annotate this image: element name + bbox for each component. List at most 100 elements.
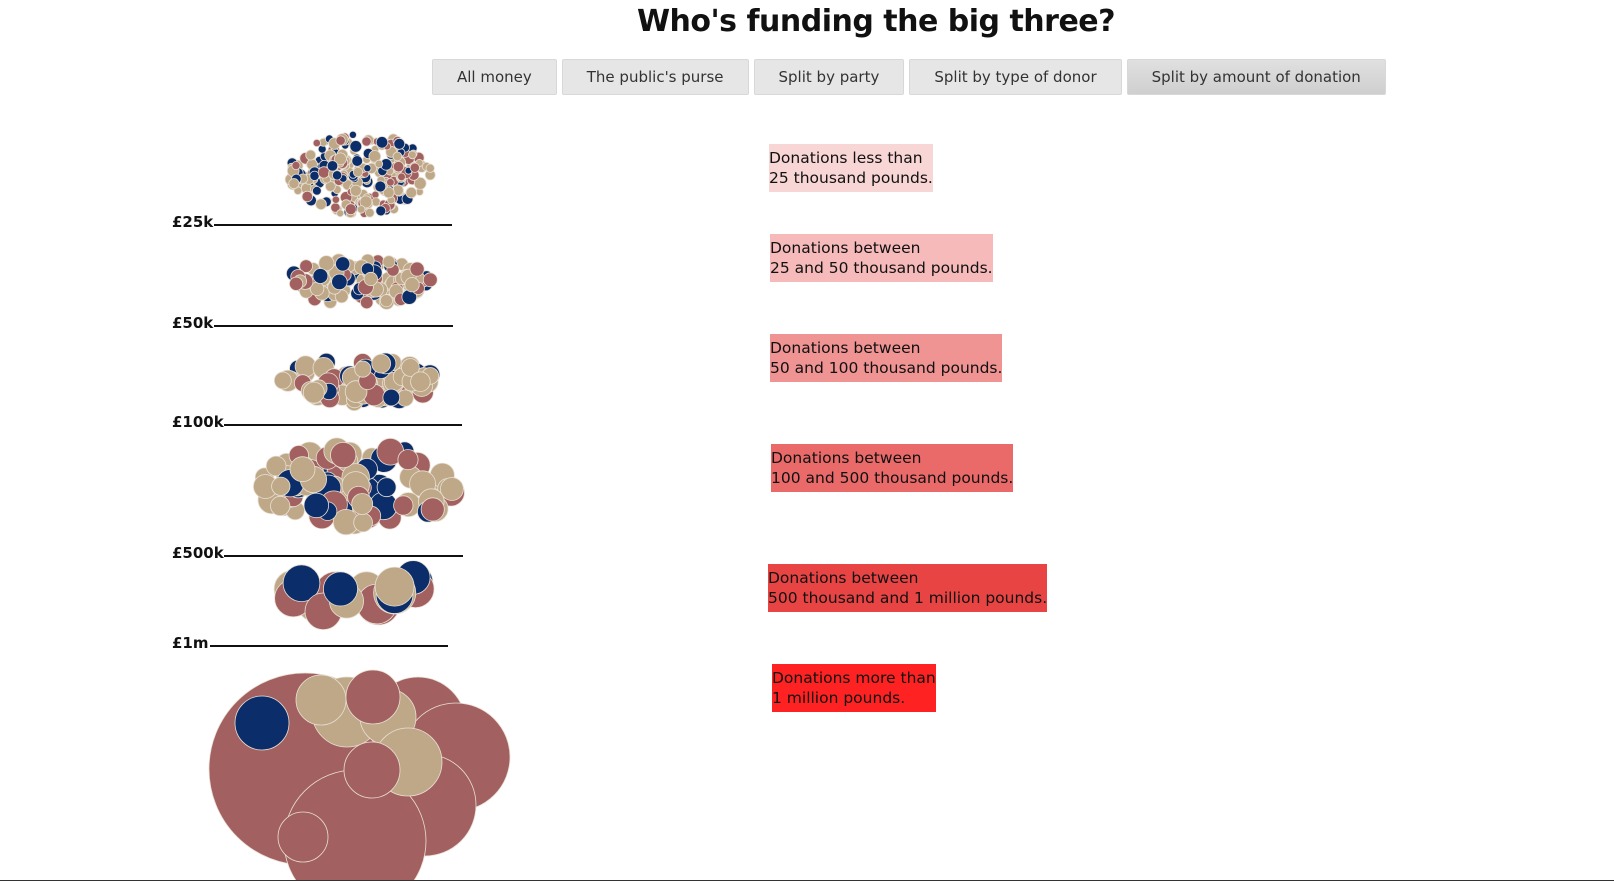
- donation-bubble-100to500k: [393, 495, 414, 516]
- donation-bubble-25to50k: [422, 272, 438, 288]
- donation-bubble-500kto1m: [374, 566, 415, 607]
- description-line: 500 thousand and 1 million pounds.: [768, 589, 1048, 607]
- donation-bubble-lt25k: [301, 190, 314, 203]
- donation-bubble-lt25k: [375, 205, 387, 217]
- donation-bubble-100to500k: [330, 441, 357, 469]
- donation-bubble-lt25k: [326, 160, 339, 172]
- description-line: 25 thousand pounds.: [769, 169, 933, 187]
- donation-bubble-lt25k: [359, 195, 373, 209]
- donation-bubble-25to50k: [379, 294, 393, 308]
- description-line: Donations less than: [769, 149, 923, 167]
- donation-bubble-50to100k: [371, 353, 392, 374]
- donation-bubble-lt25k: [392, 160, 405, 173]
- donation-bubble-lt25k: [291, 160, 301, 170]
- donation-bubble-25to50k: [409, 261, 425, 277]
- donation-bubble-lt25k: [331, 170, 343, 181]
- description-50to100k: Donations between 50 and 100 thousand po…: [770, 334, 1003, 382]
- donation-bubble-100to500k: [351, 493, 374, 515]
- donation-bubble-100to500k: [303, 492, 330, 519]
- description-line: 50 and 100 thousand pounds.: [770, 359, 1003, 377]
- donation-bubble-lt25k: [312, 186, 322, 196]
- donation-bubble-lt25k: [309, 170, 320, 181]
- donation-bubble-lt25k: [349, 140, 363, 153]
- donation-bubble-lt25k: [349, 184, 362, 197]
- donation-bubble-100to500k: [420, 497, 445, 522]
- donation-bubble-100to500k: [439, 477, 464, 501]
- donation-bubble-gt1m: [343, 741, 401, 799]
- donation-bubble-lt25k: [409, 162, 420, 173]
- donation-bubble-lt25k: [413, 176, 427, 190]
- donation-bubble-25to50k: [404, 277, 420, 293]
- donation-bubble-lt25k: [357, 205, 366, 214]
- description-gt1m: Donations more than 1 million pounds.: [772, 664, 936, 712]
- donation-bubble-lt25k: [312, 138, 321, 148]
- donation-bubble-100to500k: [289, 456, 316, 483]
- donation-bubble-25to50k: [331, 273, 348, 291]
- donation-bubble-50to100k: [382, 388, 401, 407]
- threshold-line-1m: [210, 645, 448, 647]
- donation-bubble-50to100k: [401, 358, 420, 377]
- threshold-label-1m: £1m: [172, 634, 209, 652]
- donation-bubble-100to500k: [271, 476, 291, 496]
- donation-bubble-100to500k: [265, 455, 287, 477]
- donation-bubble-gt1m: [234, 695, 290, 751]
- donation-bubble-lt25k: [375, 136, 389, 149]
- donation-bubble-lt25k: [393, 137, 406, 150]
- description-25to50k: Donations between 25 and 50 thousand pou…: [770, 234, 993, 282]
- donation-bubble-lt25k: [363, 164, 372, 173]
- donation-bubble-25to50k: [312, 268, 329, 284]
- description-line: 25 and 50 thousand pounds.: [770, 259, 993, 277]
- donation-bubble-lt25k: [364, 208, 375, 218]
- donation-bubble-100to500k: [270, 495, 291, 517]
- donation-bubble-lt25k: [374, 159, 384, 169]
- description-line: 100 and 500 thousand pounds.: [771, 469, 1014, 487]
- tab-split-by-amount[interactable]: Split by amount of donation: [1126, 59, 1386, 95]
- donation-bubble-lt25k: [335, 135, 346, 146]
- donation-bubble-lt25k: [305, 149, 317, 161]
- donation-bubble-100to500k: [397, 449, 419, 471]
- view-tabs: All money The public's purse Split by pa…: [432, 59, 1386, 95]
- donation-bubble-500kto1m: [282, 564, 321, 602]
- donation-bubble-lt25k: [352, 167, 364, 178]
- donation-bubble-lt25k: [392, 151, 403, 162]
- threshold-line-25k: [214, 224, 452, 226]
- donation-bubble-lt25k: [333, 152, 347, 166]
- description-line: Donations more than: [772, 669, 936, 687]
- donation-bubble-25to50k: [335, 256, 351, 272]
- threshold-label-25k: £25k: [172, 213, 214, 231]
- donation-bubble-25to50k: [288, 276, 304, 291]
- tab-all-money[interactable]: All money: [432, 59, 557, 95]
- donation-bubble-50to100k: [273, 371, 292, 390]
- donation-bubble-lt25k: [315, 198, 327, 211]
- donation-bubble-lt25k: [371, 190, 380, 199]
- tab-public-purse[interactable]: The public's purse: [561, 59, 749, 95]
- description-line: Donations between: [771, 449, 922, 467]
- donation-bubble-25to50k: [299, 259, 313, 273]
- description-line: 1 million pounds.: [772, 689, 906, 707]
- tab-split-by-party[interactable]: Split by party: [753, 59, 905, 95]
- donation-bubble-lt25k: [361, 136, 372, 147]
- threshold-line-50k: [214, 325, 453, 327]
- description-line: Donations between: [770, 339, 921, 357]
- threshold-line-500k: [224, 555, 463, 557]
- donation-bubble-gt1m: [295, 674, 347, 726]
- donation-bubble-lt25k: [336, 209, 345, 218]
- donation-bubble-lt25k: [344, 203, 357, 216]
- donation-bubble-25to50k: [318, 255, 335, 272]
- donation-bubble-100to500k: [353, 512, 373, 533]
- page-title: Who's funding the big three?: [636, 4, 1116, 39]
- donation-bubble-50to100k: [410, 371, 431, 392]
- donation-bubble-100to500k: [376, 477, 397, 498]
- tab-split-by-donor-type[interactable]: Split by type of donor: [909, 59, 1122, 95]
- donation-bubble-lt25k: [368, 150, 382, 163]
- donation-bubble-lt25k: [374, 180, 387, 193]
- donation-bubble-lt25k: [397, 172, 406, 182]
- donation-bubble-gt1m: [277, 811, 329, 863]
- description-line: Donations between: [768, 569, 919, 587]
- donation-bubble-25to50k: [360, 295, 374, 310]
- threshold-label-100k: £100k: [172, 413, 224, 431]
- donation-bubble-50to100k: [354, 360, 372, 378]
- donation-bubble-lt25k: [386, 178, 395, 187]
- threshold-label-50k: £50k: [172, 314, 214, 332]
